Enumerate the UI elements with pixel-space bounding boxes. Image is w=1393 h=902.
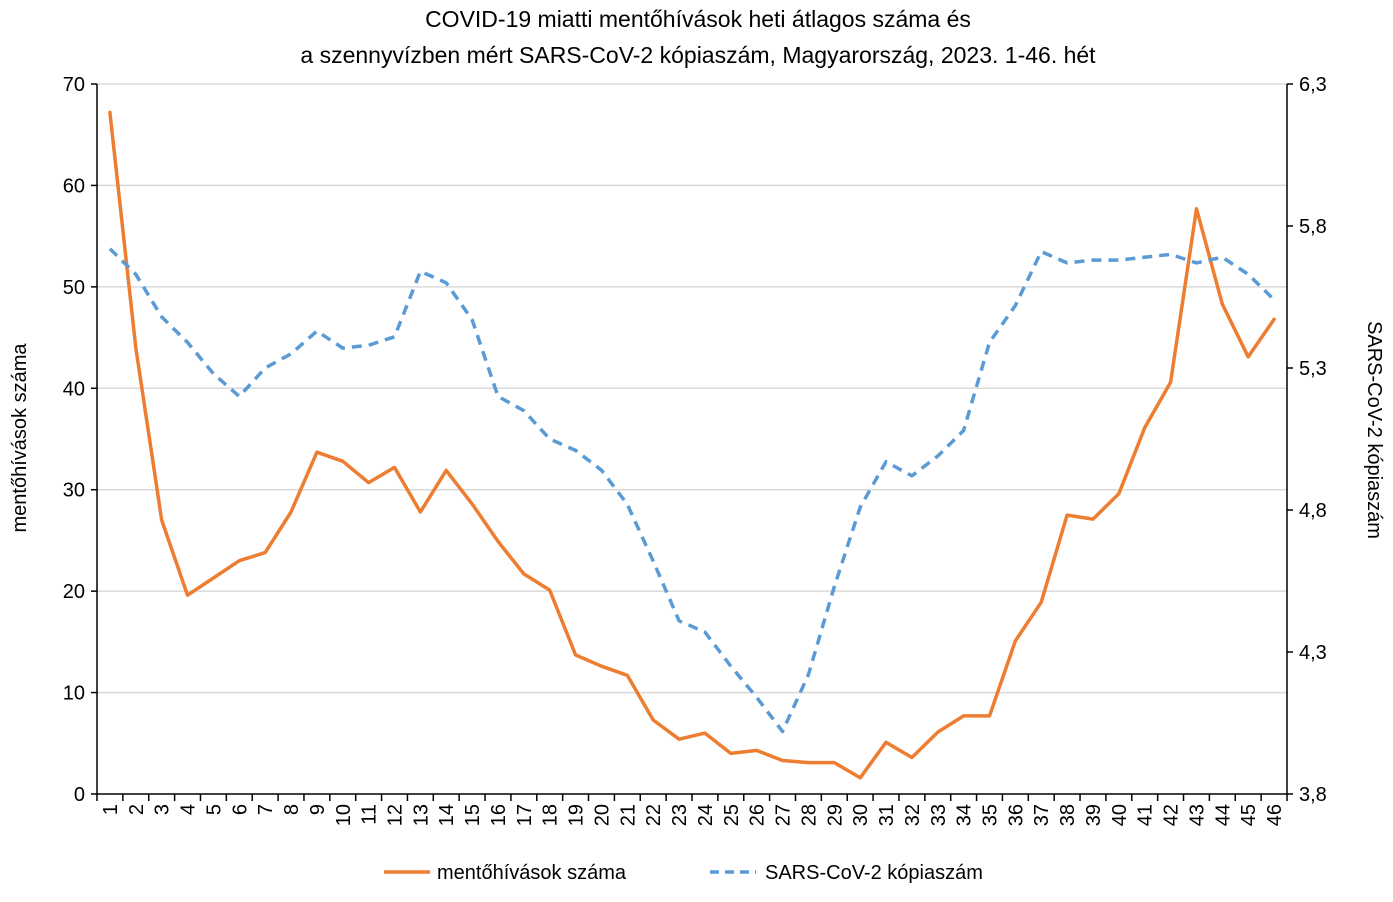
x-tick-label: 35 — [980, 804, 1002, 826]
y-left-tick-label: 30 — [63, 480, 85, 502]
y-right-tick-label: 4,8 — [1299, 500, 1327, 522]
chart-title-line-1: COVID-19 miatti mentőhívások heti átlago… — [425, 6, 971, 32]
y-axis-right-label: SARS-CoV-2 kópiaszám — [1363, 321, 1385, 539]
x-tick-label: 22 — [643, 804, 665, 826]
x-tick-label: 1 — [100, 804, 122, 815]
y-left-tick-label: 0 — [74, 784, 85, 806]
y-left-tick-label: 70 — [63, 74, 85, 96]
x-tick-label: 18 — [540, 804, 562, 826]
y-left-tick-label: 60 — [63, 175, 85, 197]
x-tick-label: 44 — [1212, 804, 1234, 826]
x-tick-label: 2 — [126, 804, 148, 815]
series-line-mentohivasok — [110, 112, 1274, 777]
legend-label-mentohivasok: mentőhívások száma — [437, 862, 627, 884]
y-right-tick-label: 6,3 — [1299, 74, 1327, 96]
x-tick-label: 14 — [436, 804, 458, 826]
legend: mentőhívások száma SARS-CoV-2 kópiaszám — [384, 862, 983, 884]
x-tick-label: 16 — [488, 804, 510, 826]
x-tick-label: 46 — [1264, 804, 1286, 826]
series-lines — [110, 112, 1274, 778]
x-tick-label: 20 — [591, 804, 613, 826]
x-tick-label: 24 — [695, 804, 717, 826]
x-tick-label: 30 — [850, 804, 872, 826]
x-tick-label: 4 — [178, 804, 200, 815]
chart-title-line-2: a szennyvízben mért SARS-CoV-2 kópiaszám… — [300, 42, 1096, 68]
y-axis-left-label: mentőhívások száma — [9, 343, 31, 533]
x-tick-label: 6 — [229, 804, 251, 815]
axes — [91, 84, 1293, 801]
gridlines — [97, 84, 1287, 693]
x-tick-label: 31 — [876, 804, 898, 826]
x-tick-label: 43 — [1186, 804, 1208, 826]
x-tick-label: 38 — [1057, 804, 1079, 826]
x-tick-label: 34 — [954, 804, 976, 826]
x-tick-label: 13 — [410, 804, 432, 826]
x-tick-label: 19 — [566, 804, 588, 826]
y-right-tick-label: 5,8 — [1299, 216, 1327, 238]
x-tick-label: 33 — [928, 804, 950, 826]
legend-label-sars-cov-2: SARS-CoV-2 kópiaszám — [765, 862, 983, 884]
x-tick-label: 21 — [617, 804, 639, 826]
x-tick-label: 41 — [1135, 804, 1157, 826]
x-tick-label: 11 — [359, 804, 381, 825]
x-tick-label: 42 — [1161, 804, 1183, 826]
x-tick-label: 15 — [462, 804, 484, 826]
x-tick-label: 8 — [281, 804, 303, 815]
x-tick-label: 36 — [1005, 804, 1027, 826]
y-left-tick-label: 10 — [63, 683, 85, 705]
y-left-tick-label: 50 — [63, 277, 85, 299]
y-right-tick-label: 3,8 — [1299, 784, 1327, 806]
x-tick-label: 37 — [1031, 804, 1053, 826]
x-tick-label: 3 — [152, 804, 174, 815]
x-tick-label: 10 — [333, 804, 355, 826]
x-tick-label: 45 — [1238, 804, 1260, 826]
x-tick-label: 26 — [747, 804, 769, 826]
y-left-tick-label: 20 — [63, 581, 85, 603]
x-tick-label: 29 — [824, 804, 846, 826]
x-tick-label: 39 — [1083, 804, 1105, 826]
y-right-tick-label: 5,3 — [1299, 358, 1327, 380]
y-right-tick-label: 4,3 — [1299, 642, 1327, 664]
x-tick-label: 7 — [255, 804, 277, 815]
x-tick-label: 27 — [773, 804, 795, 826]
x-tick-label: 40 — [1109, 804, 1131, 826]
x-tick-label: 17 — [514, 804, 536, 826]
x-tick-label: 5 — [203, 804, 225, 815]
x-tick-label: 28 — [798, 804, 820, 826]
y-left-tick-label: 40 — [63, 378, 85, 400]
x-tick-label: 9 — [307, 804, 329, 815]
x-tick-label: 12 — [385, 804, 407, 826]
x-tick-label: 23 — [669, 804, 691, 826]
x-tick-label: 32 — [902, 804, 924, 826]
x-tick-label: 25 — [721, 804, 743, 826]
